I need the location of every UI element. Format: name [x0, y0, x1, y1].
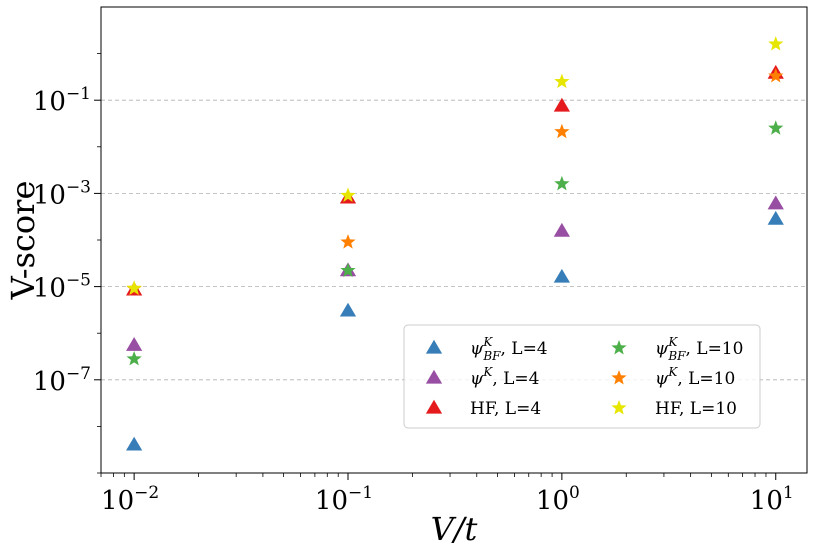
y-tick-label: 10−3 [33, 177, 91, 210]
data-point-triangle [767, 195, 784, 210]
data-points [126, 36, 784, 451]
legend-marker-star [611, 400, 627, 415]
legend-label: ψK BF, L=10 [655, 335, 743, 363]
data-point-star [554, 73, 570, 89]
data-point-star [768, 120, 784, 135]
y-tick-label: 10−7 [33, 364, 91, 397]
x-axis-ticks: 10−2 10−1 100 101 [101, 473, 794, 516]
data-point-triangle [339, 302, 357, 317]
legend-marker-star [611, 340, 627, 355]
legend-box [403, 324, 761, 429]
data-point-triangle [553, 268, 570, 283]
data-point-triangle [553, 222, 570, 237]
data-point-star [554, 175, 570, 191]
data-point-star [768, 68, 784, 83]
legend-label: ψK BF, L=4 [470, 335, 548, 363]
y-tick-label: 10−1 [33, 84, 91, 117]
x-tick-label: 10−2 [101, 483, 159, 516]
x-tick-label: 100 [536, 483, 580, 516]
legend-marker-triangle [425, 339, 443, 354]
x-axis-title: V/t [431, 510, 478, 548]
legend-marker-star [611, 370, 627, 385]
y-tick-label: 10−5 [33, 271, 91, 304]
x-tick-label: 101 [750, 483, 794, 516]
data-point-star [126, 350, 142, 366]
legend-label: ψK, L=10 [655, 365, 735, 389]
data-point-triangle [553, 97, 570, 112]
data-point-star [340, 262, 356, 278]
data-point-star [126, 280, 142, 295]
data-point-star [554, 123, 570, 139]
legend-label: HF, L=10 [655, 399, 737, 419]
legend-marker-triangle [425, 399, 443, 414]
data-point-triangle [767, 210, 784, 225]
data-point-star [340, 234, 356, 249]
minor-ticks [100, 473, 767, 477]
data-point-triangle [126, 436, 143, 451]
y-axis-ticks: 10−7 10−5 10−3 10−1 [33, 53, 101, 474]
data-point-star [768, 36, 784, 51]
legend-label: ψK, L=4 [470, 365, 539, 389]
x-tick-label: 10−1 [315, 483, 373, 516]
y-axis-title: V-score [4, 181, 42, 301]
legend-label: HF, L=4 [470, 399, 541, 419]
data-point-triangle [126, 337, 143, 351]
legend-marker-triangle [425, 369, 443, 384]
data-point-star [340, 187, 356, 202]
